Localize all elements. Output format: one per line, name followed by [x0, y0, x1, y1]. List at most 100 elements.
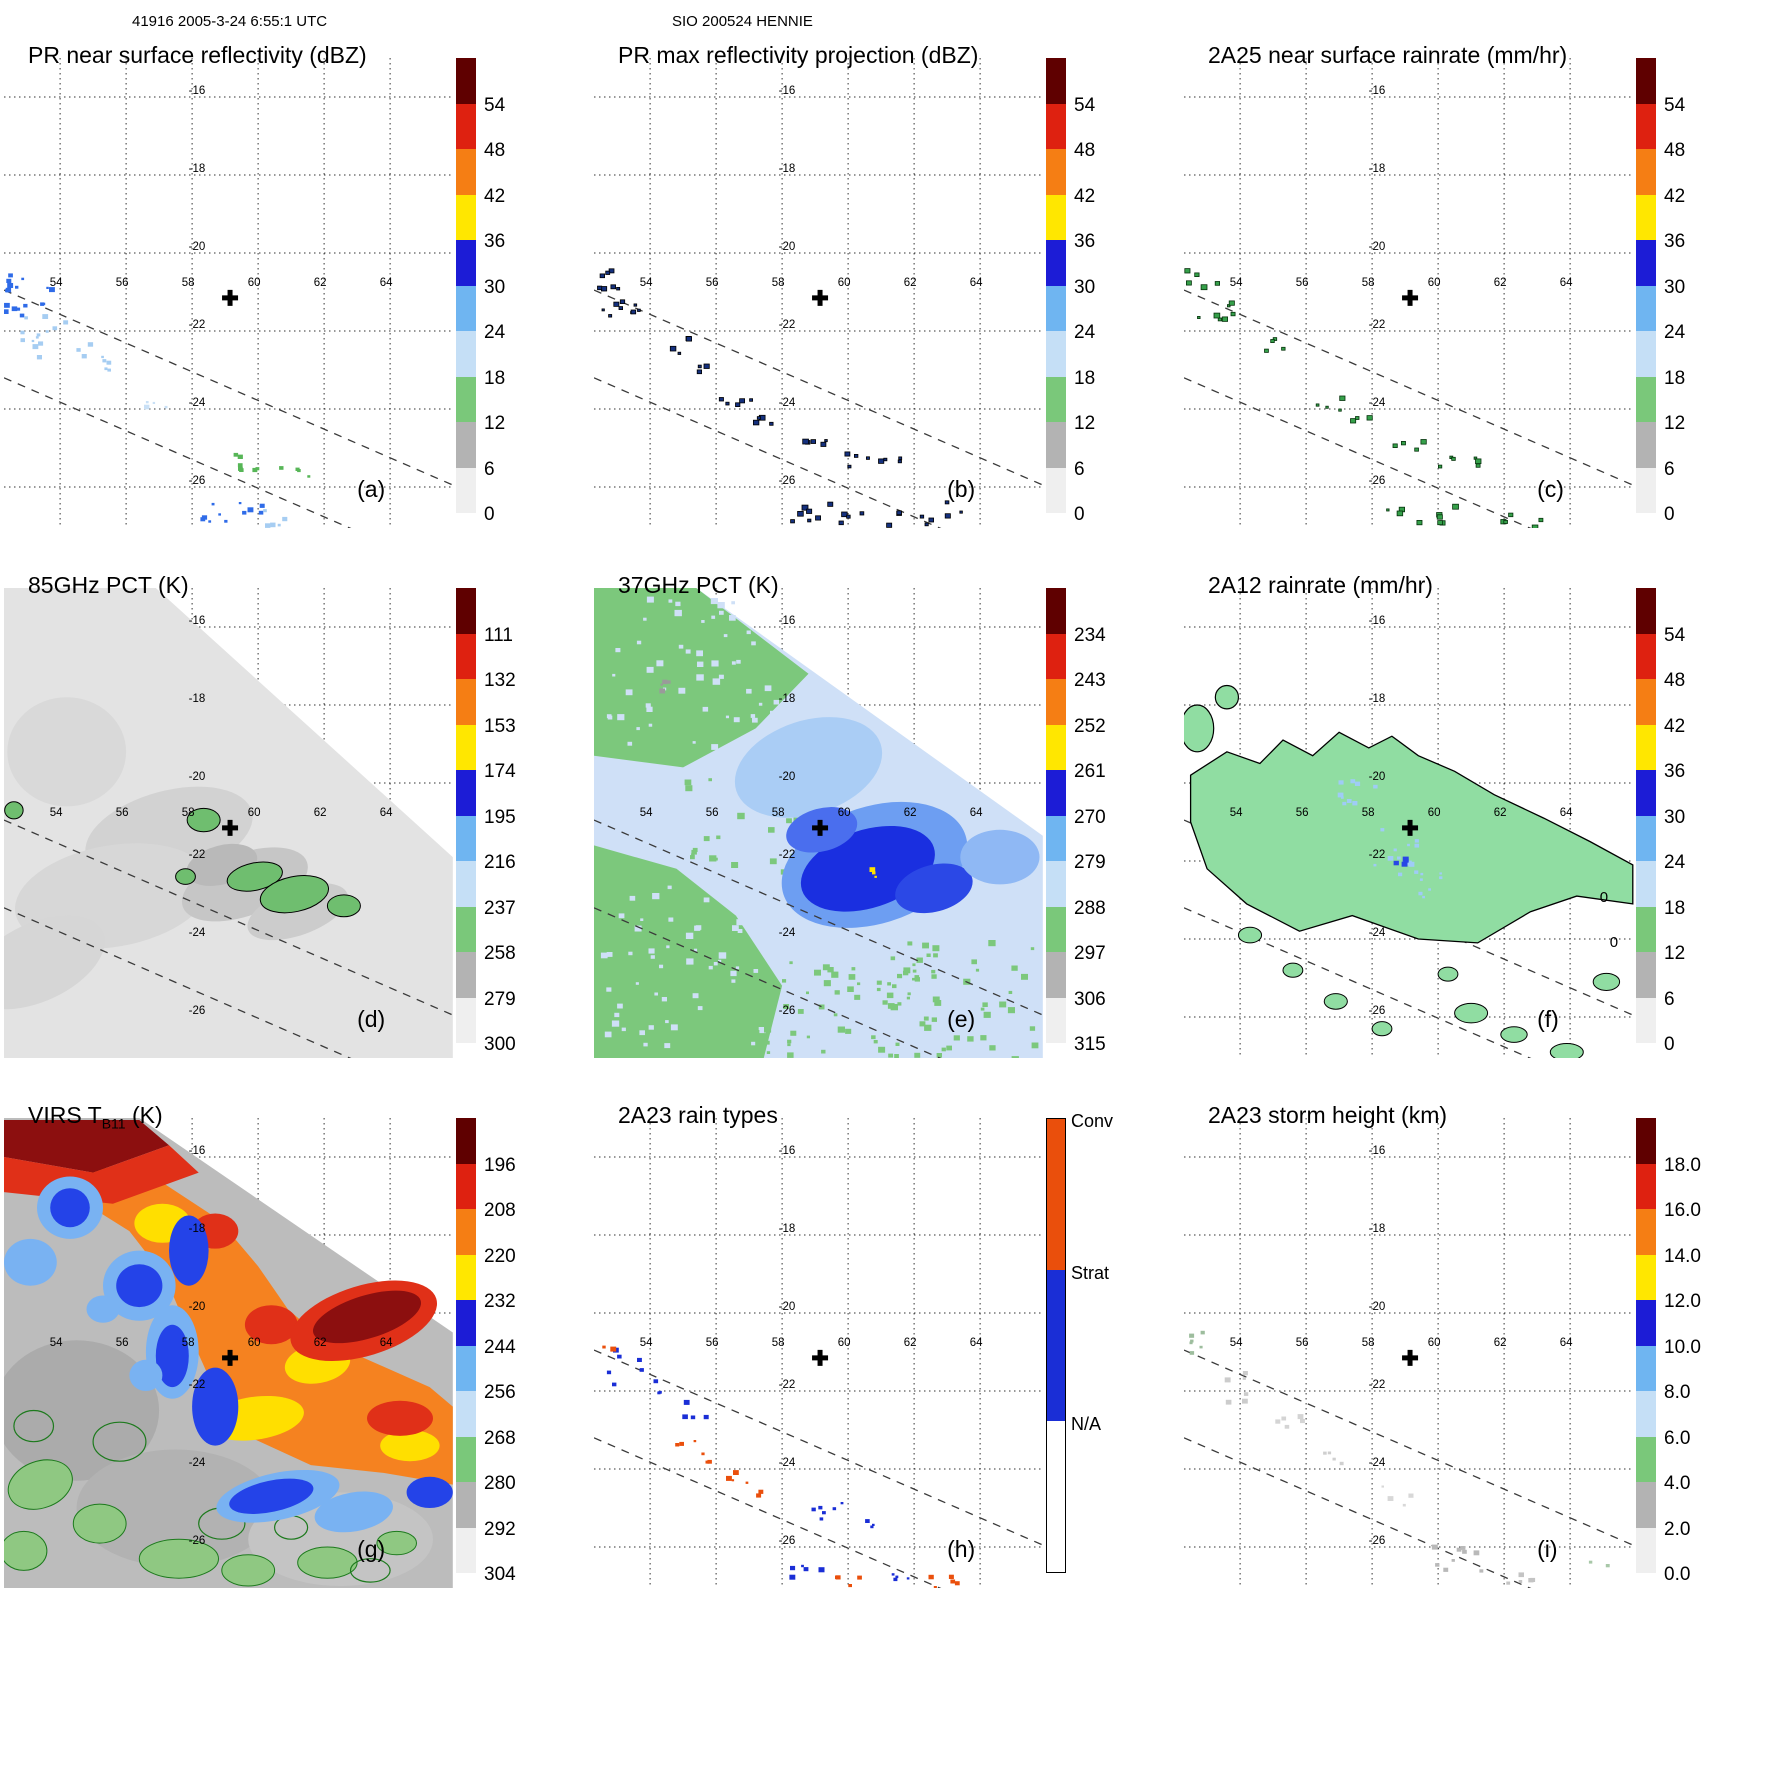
map-c: -16 -18 -20 -22 -24 -26 54 56 58 60 62 64 (c)	[1184, 58, 1634, 528]
grid-tick-labels: -16 -18 -20 -22 -24 -26 54 56 58 60 62 64	[1230, 1145, 1573, 1547]
colorbar-b: 54 48 42 36 30 24 18 12 6 0	[1046, 58, 1095, 525]
data-blob	[192, 1367, 239, 1446]
colorbar-tick: 14.0	[1664, 1245, 1701, 1267]
colorbar-segment	[456, 633, 476, 679]
lat-label: -26	[1369, 475, 1386, 487]
swath-edge-line	[4, 907, 352, 1058]
colorbar-segment-n-a	[1047, 1420, 1065, 1572]
colorbar-segment	[1636, 1482, 1656, 1528]
colorbar-tick: 256	[484, 1382, 516, 1403]
colorbar-tick: 42	[1074, 185, 1096, 207]
contour-ring	[92, 1421, 147, 1462]
data-blob	[138, 1538, 219, 1579]
pixel-speckles	[1506, 1572, 1536, 1585]
colorbar-segment	[1046, 376, 1066, 422]
data-blob	[259, 875, 329, 914]
pixel-speckles	[718, 397, 754, 407]
colorbar-tick: 195	[484, 806, 516, 828]
gridlines	[4, 58, 454, 528]
map-data-layer	[594, 268, 1044, 528]
pixel-speckles	[1337, 779, 1378, 806]
colorbar-segment	[1046, 240, 1066, 286]
pixel-speckles	[1275, 1414, 1305, 1429]
lat-label: -24	[779, 927, 796, 939]
colorbar-tick: 288	[1074, 897, 1106, 919]
colorbar-tick: 30	[484, 276, 506, 298]
swath-edge-line	[1184, 377, 1532, 528]
lon-label: 54	[50, 1337, 63, 1349]
lon-label: 56	[706, 807, 719, 819]
panel-letter-c: (c)	[1537, 476, 1564, 502]
colorbar-segment	[456, 997, 476, 1043]
lat-label: -16	[1369, 615, 1386, 627]
pixel-speckles	[1189, 1330, 1205, 1355]
pixel-speckles	[600, 875, 768, 1049]
panel-c: 2A25 near surface rainrate (mm/hr) -16 -18…	[1180, 30, 1770, 560]
pixel-speckles	[20, 314, 94, 360]
lon-label: 64	[380, 277, 393, 289]
colorbar-segment	[1046, 679, 1066, 725]
colorbar-tick: 244	[484, 1336, 516, 1358]
swath-edge-line	[594, 819, 1044, 1016]
colorbar-tick: 18	[484, 367, 506, 389]
colorbar-tick: 42	[1664, 715, 1686, 737]
colorbar-segment	[1636, 422, 1656, 468]
lon-label: 54	[1230, 277, 1243, 289]
panel-h: 2A23 rain types -16 -18 -20 -22 -24 -26 54 56 58 6…	[590, 1090, 1180, 1620]
panel-title-b: PR max reflectivity projection (dBZ)	[618, 42, 979, 68]
lat-label: -20	[779, 1301, 796, 1313]
data-blob	[1592, 972, 1621, 991]
lat-label: -16	[1369, 85, 1386, 97]
colorbar-tick: 237	[484, 897, 516, 919]
lat-label: -20	[779, 771, 796, 783]
data-blob	[76, 1449, 275, 1567]
data-blob	[175, 868, 196, 885]
colorbar-tick: 280	[484, 1473, 516, 1494]
colorbar-tick: 0	[1074, 504, 1085, 525]
colorbar-tick: 306	[1074, 988, 1106, 1010]
pixel-speckles	[890, 940, 1039, 1058]
lon-label: 62	[1494, 277, 1507, 289]
lon-label: 56	[116, 807, 129, 819]
colorbar-tick: 42	[1664, 185, 1686, 207]
colorbar-label: Strat	[1071, 1262, 1110, 1283]
map-data-layer	[4, 1118, 453, 1588]
lon-label: 56	[1296, 807, 1309, 819]
pixel-speckles	[1264, 337, 1286, 353]
storm-center-cross	[812, 1349, 829, 1366]
colorbar-segment	[1636, 770, 1656, 816]
colorbar-segment	[456, 1527, 476, 1573]
colorbar-segment	[1636, 467, 1656, 513]
colorbar-segment	[1636, 1391, 1656, 1437]
colorbar-tick: 12.0	[1664, 1291, 1701, 1312]
lat-label: -26	[779, 475, 796, 487]
lon-label: 58	[1362, 277, 1375, 289]
colorbar-tick: 54	[1664, 94, 1686, 116]
colorbar-h: Conv Strat N/A	[1046, 1111, 1113, 1573]
colorbar-segment	[1046, 58, 1066, 104]
lon-label: 62	[904, 807, 917, 819]
storm-center-cross	[812, 819, 829, 836]
lat-label: -24	[189, 1457, 206, 1469]
panel-f: 2A12 rainrate (mm/hr) 0 0 -16 -18 -20 -22 -24 -2…	[1180, 560, 1770, 1090]
storm-name-header: SIO 200524 HENNIE	[672, 13, 813, 30]
colorbar-segment	[1636, 1254, 1656, 1300]
data-blob	[1282, 962, 1304, 978]
colorbar-segment	[1046, 952, 1066, 998]
map-data-layer	[1184, 1330, 1634, 1588]
lon-label: 54	[640, 277, 653, 289]
colorbar-segment	[1046, 331, 1066, 377]
panel-d: 85GHz PCT (K) -16 -18 -20 -22 -24 -26 54 56 58 60 6…	[0, 560, 590, 1090]
data-blob	[1500, 1026, 1528, 1043]
colorbar-segment	[456, 588, 476, 634]
lon-label: 60	[248, 807, 261, 819]
colorbar-tick: 216	[484, 852, 516, 873]
swath-edge-line	[4, 377, 352, 528]
lat-label: -26	[189, 475, 206, 487]
data-blob	[406, 1476, 453, 1508]
pixel-speckles	[1350, 415, 1373, 424]
lon-label: 60	[1428, 807, 1441, 819]
lat-label: -24	[779, 397, 796, 409]
colorbar-tick: 297	[1074, 943, 1106, 964]
